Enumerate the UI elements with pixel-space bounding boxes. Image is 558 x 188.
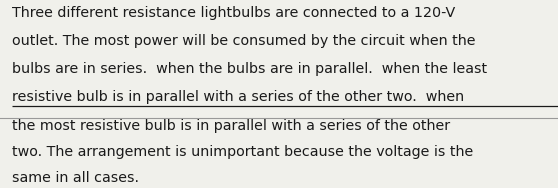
- Text: resistive bulb is in parallel with a series of the other two.  when: resistive bulb is in parallel with a ser…: [12, 90, 464, 104]
- Text: outlet. The most power will be consumed by the circuit when the: outlet. The most power will be consumed …: [12, 34, 476, 48]
- Text: same in all cases.: same in all cases.: [12, 171, 140, 185]
- Text: Three different resistance lightbulbs are connected to a 120-V: Three different resistance lightbulbs ar…: [12, 6, 455, 20]
- Text: bulbs are in series.  when the bulbs are in parallel.  when the least: bulbs are in series. when the bulbs are …: [12, 62, 487, 76]
- Text: the most resistive bulb is in parallel with a series of the other: the most resistive bulb is in parallel w…: [12, 119, 450, 133]
- Text: two. The arrangement is unimportant because the voltage is the: two. The arrangement is unimportant beca…: [12, 145, 474, 159]
